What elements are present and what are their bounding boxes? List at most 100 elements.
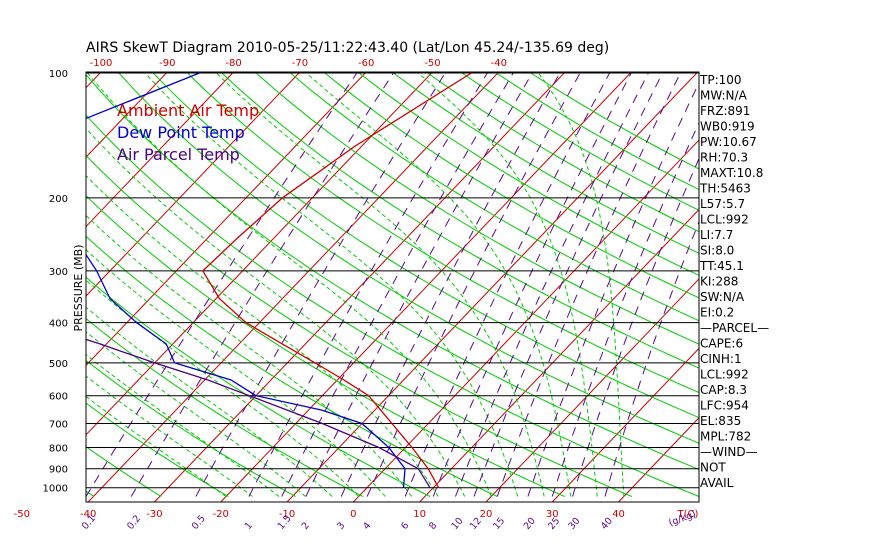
index-entry: FRZ:891 — [700, 104, 750, 118]
bottom-temp-tick-label: 0 — [350, 509, 356, 520]
isotherm-line — [0, 72, 35, 502]
index-entry: WB0:919 — [700, 120, 755, 134]
index-entry: L57:5.7 — [700, 197, 745, 211]
index-entry: TT:45.1 — [699, 259, 744, 273]
moist-adiabat-line — [86, 395, 227, 497]
mixing-ratio-line — [305, 72, 533, 497]
index-entry: KI:288 — [700, 275, 738, 289]
top-temp-tick-label: -50 — [424, 58, 440, 69]
mixing-ratio-tick-label: 0.2 — [125, 513, 143, 532]
index-entry: LCL:992 — [700, 368, 749, 382]
mixing-ratio-tick-label: 8 — [427, 520, 439, 532]
mixing-ratio-tick-label: 6 — [399, 520, 411, 532]
index-entry: LFC:954 — [700, 399, 749, 413]
dry-adiabat-line — [324, 72, 699, 299]
y-axis-label: PRESSURE (MB) — [72, 245, 85, 332]
index-entry: LI:7.7 — [700, 228, 733, 242]
dry-adiabat-line — [86, 154, 632, 497]
bottom-temp-tick-label: 30 — [546, 509, 559, 520]
dry-adiabat-line — [290, 72, 699, 322]
pressure-tick-label: 1000 — [43, 484, 68, 495]
pressure-tick-label: 200 — [49, 194, 68, 205]
dry-adiabat-line — [118, 72, 699, 444]
profile-series — [86, 72, 472, 489]
mixing-ratio-line — [281, 72, 514, 497]
index-entry: MAXT:10.8 — [700, 166, 763, 180]
index-entry: NOT — [700, 461, 726, 475]
isotherm-line — [618, 417, 699, 502]
mixing-ratio-tick-label: 10 — [449, 516, 465, 532]
moist-adiabat-line — [86, 279, 359, 497]
bottom-temp-tick-label: 10 — [413, 509, 426, 520]
index-entry: SI:8.0 — [700, 244, 734, 258]
index-entry: MPL:782 — [700, 430, 751, 444]
mixing-ratio-tick-label: 0.5 — [190, 513, 208, 532]
mixing-ratio-line — [455, 72, 649, 497]
mixing-ratio-line — [572, 157, 699, 497]
moist-adiabat-line — [86, 331, 306, 497]
mixing-ratio-tick-label: 15 — [491, 516, 507, 532]
index-entry: CINH:1 — [700, 352, 742, 366]
top-temperature-axis: -100 -90 -80 -70 -60 -50 -40 — [90, 58, 507, 69]
top-temp-tick-label: -60 — [358, 58, 374, 69]
index-entry: LCL:992 — [700, 213, 749, 227]
isotherm-line — [286, 72, 699, 502]
dry-adiabat-line — [86, 276, 431, 497]
bottom-temp-tick-label: -10 — [279, 509, 295, 520]
mixing-ratio-line — [195, 72, 446, 497]
bottom-temp-tick-label: -30 — [146, 509, 162, 520]
index-entry: —PARCEL— — [700, 321, 769, 335]
dry-adiabat-line — [187, 72, 699, 394]
isotherm-line — [352, 139, 699, 502]
mixing-ratio-line — [248, 72, 488, 497]
isotherm-line — [86, 72, 367, 367]
moist-adiabat-line — [144, 72, 519, 497]
isotherm-line — [220, 72, 632, 502]
top-temp-tick-label: -100 — [90, 58, 113, 69]
index-entry: EI:0.2 — [700, 306, 734, 320]
moist-adiabat-line — [86, 375, 253, 497]
mixing-ratio-line — [340, 72, 561, 497]
mixing-ratio-line — [496, 72, 681, 497]
mixing-ratio-line — [130, 72, 394, 497]
top-temp-tick-label: -40 — [491, 58, 507, 69]
mixing-ratio-axis: 0.1 0.2 0.5 1 1.5 2 3 4 6 8 10 12 15 20 25 30 40 (g/kg) — [80, 509, 698, 532]
dry-adiabat-line — [152, 72, 699, 419]
mixing-ratio-line — [432, 72, 632, 497]
isotherm-line — [86, 72, 234, 228]
bottom-temp-tick-label: -40 — [80, 509, 96, 520]
legend-entry: Ambient Air Temp — [117, 101, 259, 120]
isotherm-line — [485, 278, 699, 502]
dry-adiabat-line — [86, 114, 699, 497]
mixing-ratio-tick-label: 1 — [243, 520, 255, 532]
index-entry: RH:70.3 — [700, 151, 748, 165]
dry-adiabat-line — [86, 73, 699, 471]
bottom-temp-tick-label: 20 — [480, 509, 493, 520]
dry-adiabat-line — [86, 446, 162, 497]
index-entry: —WIND— — [700, 445, 758, 459]
index-entry: CAP:8.3 — [700, 383, 747, 397]
x-axis-label: T(C) — [677, 509, 699, 520]
series-line — [86, 72, 406, 488]
mixing-ratio-line — [527, 81, 699, 497]
legend-entry: Air Parcel Temp — [117, 145, 240, 164]
dry-adiabat-line — [86, 402, 229, 497]
mixing-ratio-tick-label: 2 — [300, 520, 312, 532]
pressure-tick-label: 700 — [49, 419, 68, 430]
mixing-ratio-line — [86, 72, 358, 497]
dry-adiabat-line — [86, 359, 296, 497]
pressure-tick-label: 600 — [49, 392, 68, 403]
bottom-temp-tick-label: -20 — [213, 509, 229, 520]
pressure-tick-label: 300 — [49, 267, 68, 278]
bottom-temperature-axis: -50 -40 -30 -20 -10 0 10 20 30 40 T(C) — [14, 509, 699, 520]
series-line — [201, 72, 472, 489]
isotherm-line — [87, 72, 500, 502]
mixing-ratio-line — [551, 121, 699, 497]
dry-adiabat-line — [393, 72, 699, 254]
mixing-ratio-line — [404, 72, 611, 497]
pressure-tick-label: 100 — [49, 69, 68, 80]
moist-adiabat-line — [86, 127, 466, 497]
legend-entry: Dew Point Temp — [117, 123, 245, 142]
pressure-tick-label: 800 — [49, 444, 68, 455]
